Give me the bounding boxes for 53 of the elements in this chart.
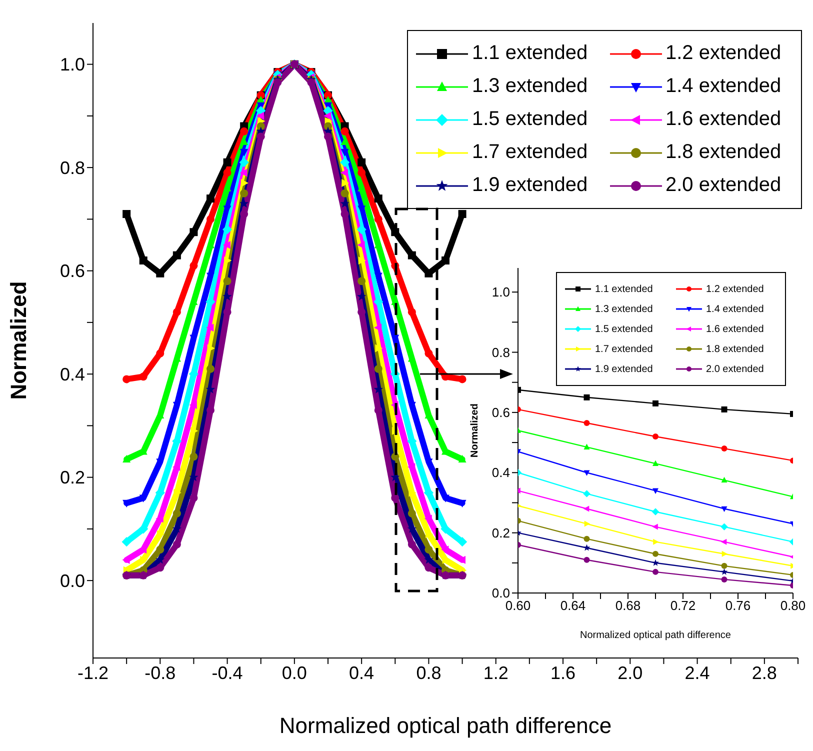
- y-tick-label: 0.8: [60, 158, 85, 178]
- y-tick-label: 1.0: [492, 284, 510, 300]
- x-tick-label: 0.64: [560, 598, 586, 614]
- legend-label: 1.5 extended: [595, 324, 653, 334]
- x-tick-label: 0.4: [349, 662, 374, 683]
- y-tick-label: 0.6: [60, 261, 85, 282]
- y-tick-label: 0.0: [60, 570, 85, 591]
- legend-label: 2.0 extended: [706, 364, 764, 374]
- legend-label: 1.3 extended: [595, 304, 653, 314]
- legend-label: 1.5 extended: [472, 108, 588, 131]
- x-tick-label: 1.2: [483, 662, 508, 683]
- x-tick-label: -0.4: [212, 662, 243, 683]
- y-tick-label: 0.2: [60, 468, 85, 488]
- legend-label: 1.1 extended: [595, 284, 653, 294]
- x-tick-label: 2.4: [684, 662, 710, 683]
- y-tick-label: 0.0: [492, 586, 510, 601]
- legend-label: 1.4 extended: [706, 304, 764, 314]
- y-axis-title: Normalized: [6, 281, 31, 400]
- y-axis-title: Normalized: [470, 404, 481, 458]
- x-tick-label: 0.0: [282, 662, 307, 683]
- x-tick-label: -0.8: [144, 662, 176, 683]
- x-tick-label: 0.76: [725, 598, 751, 614]
- x-tick-label: 0.60: [505, 598, 531, 614]
- legend-label: 1.8 extended: [706, 344, 764, 354]
- legend-label: 1.6 extended: [666, 108, 782, 131]
- legend-label: 1.4 extended: [666, 75, 782, 98]
- x-tick-label: 2.0: [618, 662, 643, 683]
- y-tick-label: 0.8: [492, 344, 510, 360]
- x-tick-label: 0.72: [670, 598, 696, 614]
- legend-label: 1.7 extended: [472, 141, 588, 164]
- y-tick-label: 0.4: [492, 465, 510, 480]
- y-tick-label: 0.6: [492, 405, 510, 420]
- legend-label: 1.9 extended: [472, 174, 588, 197]
- legend-label: 1.3 extended: [472, 75, 588, 98]
- legend-label: 1.2 extended: [706, 284, 764, 294]
- legend-label: 1.2 extended: [666, 42, 782, 65]
- x-tick-label: 0.68: [615, 598, 641, 614]
- legend-label: 2.0 extended: [666, 174, 782, 197]
- legend-label: 1.7 extended: [595, 344, 653, 354]
- legend-label: 1.6 extended: [706, 324, 764, 334]
- x-axis-title: Normalized optical path difference: [580, 630, 732, 641]
- x-tick-label: -1.2: [77, 662, 109, 683]
- y-tick-label: 1.0: [60, 54, 85, 75]
- x-tick-label: 2.8: [752, 662, 777, 683]
- x-axis-title: Normalized optical path difference: [279, 713, 612, 738]
- x-tick-label: 1.6: [550, 662, 576, 683]
- legend-label: 1.8 extended: [666, 141, 782, 164]
- y-tick-label: 0.2: [492, 525, 510, 540]
- y-tick-label: 0.4: [60, 364, 85, 384]
- legend-label: 1.1 extended: [472, 42, 588, 65]
- x-tick-label: 0.80: [780, 598, 806, 614]
- legend-label: 1.9 extended: [595, 364, 653, 374]
- x-tick-label: 0.8: [416, 662, 442, 683]
